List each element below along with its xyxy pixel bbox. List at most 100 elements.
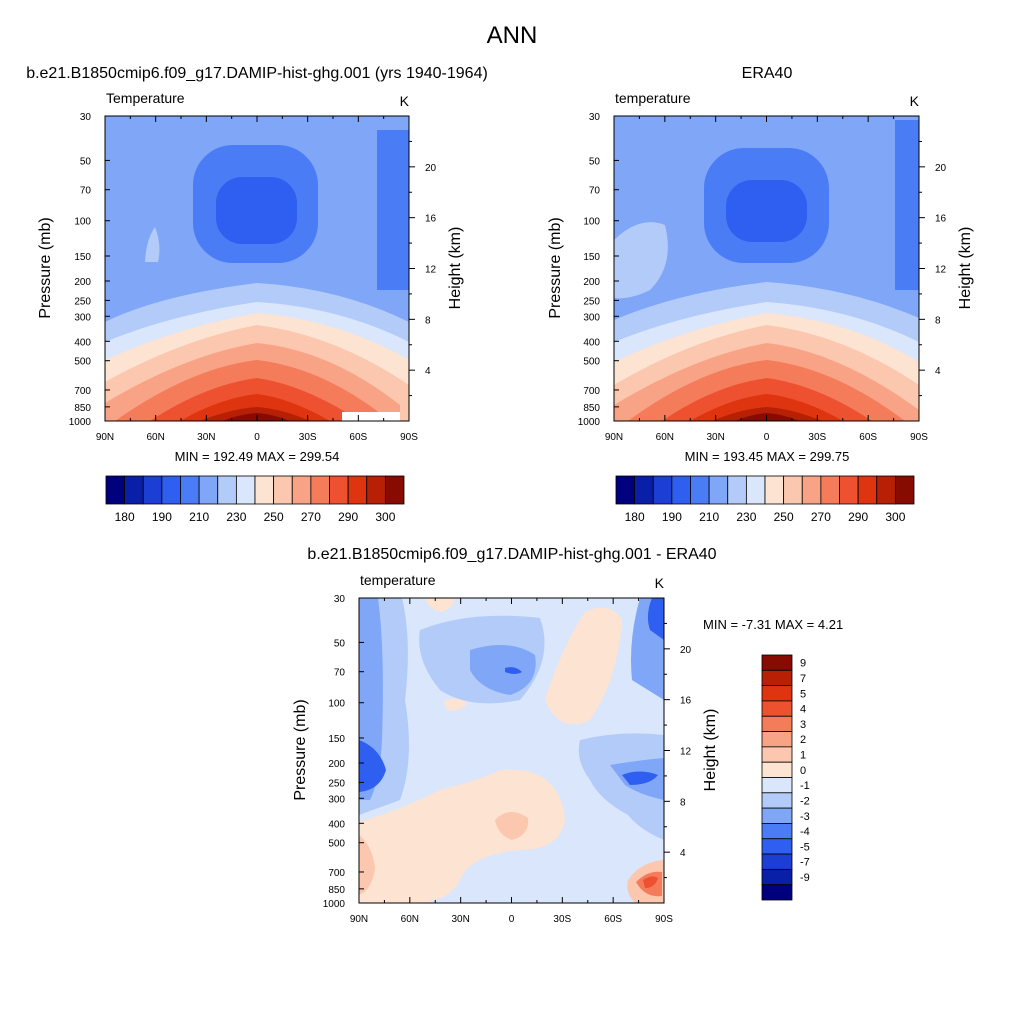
panel-obs-min-max: MIN = 193.45 MAX = 299.75 [685, 449, 850, 464]
panel-diff-warm-blob-2 [425, 598, 455, 612]
colorbar-swatch [820, 475, 840, 505]
x-tick-label: 60S [349, 432, 367, 443]
y2-tick-label: 4 [935, 366, 941, 377]
panel-obs-variable-label: temperature [615, 90, 691, 106]
page-title: ANN [487, 22, 538, 49]
colorbar-swatch [708, 475, 729, 505]
panel-obs-units-label: K [910, 93, 920, 109]
panel-diff-header: b.e21.B1850cmip6.f09_g17.DAMIP-hist-ghg.… [307, 546, 716, 563]
colorbar-swatch [254, 475, 275, 505]
y2-tick-label: 16 [425, 214, 437, 225]
colorbar-swatch [761, 838, 793, 855]
panel-model-units-label: K [400, 93, 410, 109]
colorbar-swatch [198, 475, 219, 505]
panel-diff-colorbar: 9 7 5 4 3 2 1 0 -1 -2 -3 -4 -5 -7 -9 [761, 654, 810, 901]
y-tick-label: 850 [328, 885, 345, 896]
y2-tick-label: 20 [680, 645, 692, 656]
y-tick-label: 100 [328, 699, 345, 710]
y2-tick-label: 16 [680, 696, 692, 707]
y2-tick-label: 4 [425, 366, 431, 377]
panel-model-min-max: MIN = 192.49 MAX = 299.54 [175, 449, 340, 464]
colorbar-swatch [783, 475, 803, 505]
colorbar-swatch [291, 475, 312, 505]
colorbar-swatch [310, 475, 330, 505]
colorbar-label: -4 [800, 826, 810, 838]
x-tick-label: 90N [350, 914, 368, 925]
colorbar-label: 270 [811, 510, 831, 524]
colorbar-swatch [761, 853, 793, 870]
colorbar-swatch [161, 475, 181, 505]
colorbar-swatch [217, 475, 237, 505]
panel-obs-y2-axis: 20 16 12 8 4 [919, 140, 947, 397]
colorbar-swatch [652, 475, 673, 505]
y-tick-label: 1000 [69, 417, 92, 428]
y-tick-label: 70 [589, 186, 601, 197]
panel-obs-cold-patch [614, 222, 668, 299]
y2-tick-label: 8 [425, 315, 431, 326]
panel-obs-colorbar: 180 190 210 230 250 270 290 300 [615, 475, 915, 524]
y-tick-label: 1000 [323, 899, 346, 910]
colorbar-label: 180 [625, 510, 645, 524]
panel-model-colorbar: 180 190 210 230 250 270 290 300 [105, 475, 405, 524]
colorbar-label: 9 [800, 658, 806, 670]
panel-obs-y-axis-title: Pressure (mb) [547, 217, 564, 318]
x-tick-label: 30S [553, 914, 571, 925]
panel-obs-north-edge [895, 120, 919, 290]
colorbar-swatch [761, 807, 793, 824]
panel-obs-x-axis: 90N 60N 30N 0 30S 60S 90S [605, 116, 928, 443]
colorbar-label: 290 [848, 510, 868, 524]
y-tick-label: 300 [583, 312, 600, 323]
colorbar-label: 4 [800, 704, 806, 716]
colorbar-label: 230 [736, 510, 756, 524]
y-tick-label: 50 [334, 638, 346, 649]
y-tick-label: 200 [583, 277, 600, 288]
y-tick-label: 50 [589, 156, 601, 167]
y-tick-label: 30 [80, 112, 92, 123]
y-tick-label: 70 [334, 668, 346, 679]
y2-tick-label: 20 [935, 163, 947, 174]
y-tick-label: 200 [74, 277, 91, 288]
colorbar-label: 300 [375, 510, 395, 524]
y-tick-label: 150 [583, 252, 600, 263]
panel-model-plot-area [104, 115, 410, 422]
panel-diff-y-axis-title: Pressure (mb) [292, 699, 309, 800]
panel-diff-east-warm-3 [643, 876, 658, 888]
y-tick-label: 700 [74, 386, 91, 397]
y-tick-label: 300 [74, 312, 91, 323]
panel-obs-y2-axis-title: Height (km) [957, 227, 974, 310]
colorbar-swatch [761, 777, 793, 794]
colorbar-label: 290 [338, 510, 358, 524]
colorbar-swatch [761, 746, 793, 763]
y-tick-label: 150 [328, 734, 345, 745]
y-tick-label: 70 [80, 186, 92, 197]
y-tick-label: 500 [328, 839, 345, 850]
colorbar-swatch [180, 475, 200, 505]
colorbar-label: -9 [800, 872, 810, 884]
y-tick-label: 50 [80, 156, 92, 167]
colorbar-swatch [839, 475, 859, 505]
panel-model-variable-label: Temperature [106, 90, 185, 106]
panel-diff-mid-blue-2 [470, 645, 536, 695]
panel-model-cold-core-inner [216, 177, 297, 244]
colorbar-swatch [384, 475, 405, 505]
colorbar-swatch [671, 475, 691, 505]
panel-model-missing-region [342, 412, 400, 421]
colorbar-swatch [329, 475, 349, 505]
y-tick-label: 400 [583, 337, 600, 348]
colorbar-label: 0 [800, 765, 806, 777]
x-tick-label: 0 [764, 432, 770, 443]
colorbar-label: 190 [152, 510, 172, 524]
colorbar-swatch [761, 700, 793, 717]
colorbar-label: 7 [800, 673, 806, 685]
y2-tick-label: 16 [935, 214, 947, 225]
y2-tick-label: 8 [680, 797, 686, 808]
x-tick-label: 60N [146, 432, 164, 443]
y2-tick-label: 12 [425, 265, 437, 276]
colorbar-swatch [894, 475, 915, 505]
x-tick-label: 0 [254, 432, 260, 443]
colorbar-label: 250 [774, 510, 794, 524]
panel-model-y-axis: 30 50 70 100 150 200 250 300 400 500 700 850 1000 [69, 112, 110, 428]
panel-obs-contour-10 [735, 413, 800, 421]
x-tick-label: 30N [706, 432, 724, 443]
panel-diff-min-max: MIN = -7.31 MAX = 4.21 [703, 617, 843, 632]
